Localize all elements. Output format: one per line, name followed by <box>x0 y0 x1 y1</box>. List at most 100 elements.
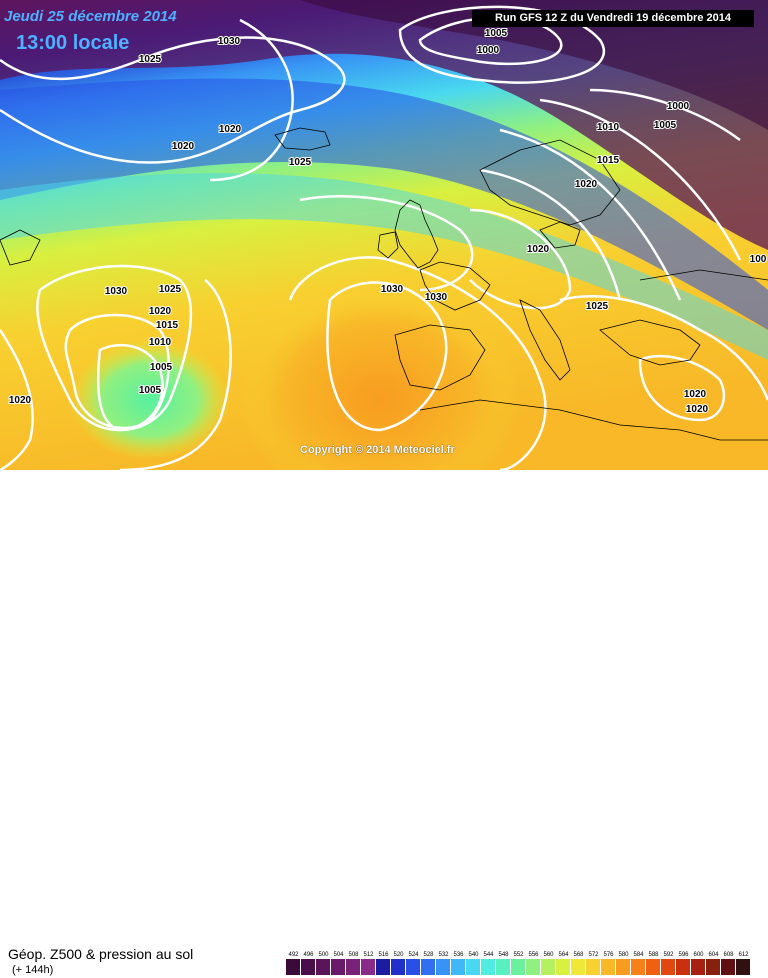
jet-band-cyan <box>0 173 768 360</box>
isobar-labels: 1030 1025 1020 1020 1025 1005 1000 1000 1005 1010… <box>8 27 768 416</box>
scale-tick-label: 532 <box>438 952 449 958</box>
scale-tick-label: 572 <box>588 952 599 958</box>
isobar-label: 1005 <box>485 28 508 39</box>
scale-swatch <box>706 959 720 975</box>
scale-swatch <box>601 959 615 975</box>
scale-tick-label: 596 <box>678 952 689 958</box>
scale-swatch <box>586 959 600 975</box>
isobar-label: 1020 <box>575 179 598 190</box>
scale-swatch <box>376 959 390 975</box>
scale-tick-label: 528 <box>423 952 434 958</box>
isobar-label: 1025 <box>586 301 609 312</box>
scale-swatch <box>421 959 435 975</box>
scale-swatch <box>541 959 555 975</box>
scale-tick-label: 512 <box>363 952 374 958</box>
scale-tick-label: 568 <box>573 952 584 958</box>
coastlines <box>0 127 768 441</box>
scale-swatch <box>346 959 360 975</box>
scale-tick-label: 544 <box>483 952 494 958</box>
geopotential-field: 1030 1025 1020 1020 1025 1005 1000 1000 1005 1010… <box>0 0 768 470</box>
scale-swatch <box>466 959 480 975</box>
scale-swatch <box>526 959 540 975</box>
scale-tick-label: 584 <box>633 952 644 958</box>
isobar-label: 1030 <box>381 284 404 295</box>
scale-swatch <box>286 959 300 975</box>
isobar-label: 1000 <box>667 101 690 112</box>
isobar-label: 1020 <box>149 306 172 317</box>
isobar-label: 1030 <box>105 286 128 297</box>
isobar-label: 1015 <box>156 320 179 331</box>
scale-tick-label: 580 <box>618 952 629 958</box>
scale-swatch <box>571 959 585 975</box>
isobar-label: 1030 <box>218 36 241 47</box>
forecast-map: 1030 1025 1020 1020 1025 1005 1000 1000 1005 1010… <box>0 0 768 470</box>
scale-swatch <box>361 959 375 975</box>
isobar-label: 100 <box>750 254 767 265</box>
scale-tick-label: 604 <box>708 952 719 958</box>
scale-tick-label: 564 <box>558 952 569 958</box>
isobar-label: 1010 <box>149 337 172 348</box>
scale-swatch <box>481 959 495 975</box>
isobar-label: 1000 <box>477 45 500 56</box>
model-run-label: Run GFS 12 Z du Vendredi 19 décembre 201… <box>472 10 754 27</box>
scale-tick-label: 492 <box>288 952 299 958</box>
isobar-label: 1020 <box>9 395 32 406</box>
scale-tick-label: 560 <box>543 952 554 958</box>
isobar-label: 1020 <box>686 404 709 415</box>
iberian-ridge-area <box>240 290 520 470</box>
scale-tick-label: 592 <box>663 952 674 958</box>
scale-swatch <box>676 959 690 975</box>
scale-swatch <box>556 959 570 975</box>
scale-swatch <box>331 959 345 975</box>
valid-date: Jeudi 25 décembre 2014 <box>4 8 177 25</box>
isobar-label: 1030 <box>425 292 448 303</box>
isobar-label: 1005 <box>654 120 677 131</box>
isobar-label: 1005 <box>139 385 162 396</box>
legend-bar: Géop. Z500 & pression au sol (+ 144h) 49… <box>0 470 768 976</box>
isobar-label: 1025 <box>289 157 312 168</box>
scale-tick-label: 496 <box>303 952 314 958</box>
isobar-label: 1025 <box>139 54 162 65</box>
scale-swatch <box>316 959 330 975</box>
scale-swatch <box>736 959 750 975</box>
forecast-lead: (+ 144h) <box>12 964 54 976</box>
isobar-label: 1025 <box>159 284 182 295</box>
deep-trough-region <box>300 0 768 130</box>
scale-tick-label: 500 <box>318 952 329 958</box>
isobar-label: 1015 <box>597 155 620 166</box>
scale-swatch <box>691 959 705 975</box>
scale-swatch <box>391 959 405 975</box>
scale-tick-label: 612 <box>738 952 749 958</box>
isobar-label: 1010 <box>597 122 620 133</box>
scale-swatch <box>496 959 510 975</box>
scale-tick-label: 600 <box>693 952 704 958</box>
scale-tick-label: 588 <box>648 952 659 958</box>
scale-tick-label: 608 <box>723 952 734 958</box>
scale-tick-label: 556 <box>528 952 539 958</box>
scale-swatch <box>436 959 450 975</box>
scale-tick-label: 508 <box>348 952 359 958</box>
scale-tick-label: 576 <box>603 952 614 958</box>
jet-band-blue <box>0 78 768 330</box>
isobar-label: 1020 <box>527 244 550 255</box>
scale-swatch <box>406 959 420 975</box>
low-geopotential-region <box>0 0 768 250</box>
isobar-label: 1020 <box>219 124 242 135</box>
scale-swatch <box>301 959 315 975</box>
color-scale: 492 496 500 504 508 512 516 520 524 528 532 536 540 5… <box>286 952 750 975</box>
scale-swatch <box>451 959 465 975</box>
scale-tick-label: 536 <box>453 952 464 958</box>
scale-swatch <box>616 959 630 975</box>
scale-swatch <box>511 959 525 975</box>
isobar-label: 1005 <box>150 362 173 373</box>
isobar-label: 1020 <box>684 389 707 400</box>
scale-tick-label: 552 <box>513 952 524 958</box>
isobar-label: 1020 <box>172 141 195 152</box>
scale-tick-label: 548 <box>498 952 509 958</box>
copyright-notice: Copyright © 2014 Meteociel.fr <box>300 444 455 456</box>
scale-tick-label: 520 <box>393 952 404 958</box>
scale-tick-label: 504 <box>333 952 344 958</box>
scale-swatch <box>661 959 675 975</box>
scale-tick-label: 516 <box>378 952 389 958</box>
valid-time: 13:00 locale <box>16 32 130 54</box>
